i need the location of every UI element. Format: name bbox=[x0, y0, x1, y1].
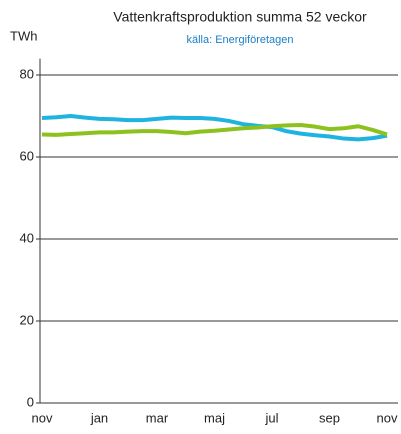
y-tick-label: 40 bbox=[20, 230, 34, 245]
y-axis-label: TWh bbox=[10, 28, 37, 43]
x-tick-label: jul bbox=[264, 410, 278, 425]
chart-subtitle: källa: Energiföretagen bbox=[186, 34, 293, 46]
chart-title: Vattenkraftsproduktion summa 52 veckor bbox=[113, 9, 367, 25]
x-tick-label: nov bbox=[377, 410, 398, 425]
y-tick-label: 20 bbox=[20, 312, 34, 327]
x-tick-label: jan bbox=[90, 410, 108, 425]
x-tick-label: mar bbox=[146, 410, 169, 425]
data-line bbox=[41, 114, 388, 142]
data-line bbox=[41, 123, 388, 137]
y-tick-label: 60 bbox=[20, 148, 34, 163]
x-tick-label: maj bbox=[204, 410, 225, 425]
x-tick-label: sep bbox=[319, 410, 340, 425]
y-tick-label: 80 bbox=[20, 66, 34, 81]
x-tick-label: nov bbox=[32, 410, 53, 425]
y-tick-label: 0 bbox=[27, 394, 34, 409]
